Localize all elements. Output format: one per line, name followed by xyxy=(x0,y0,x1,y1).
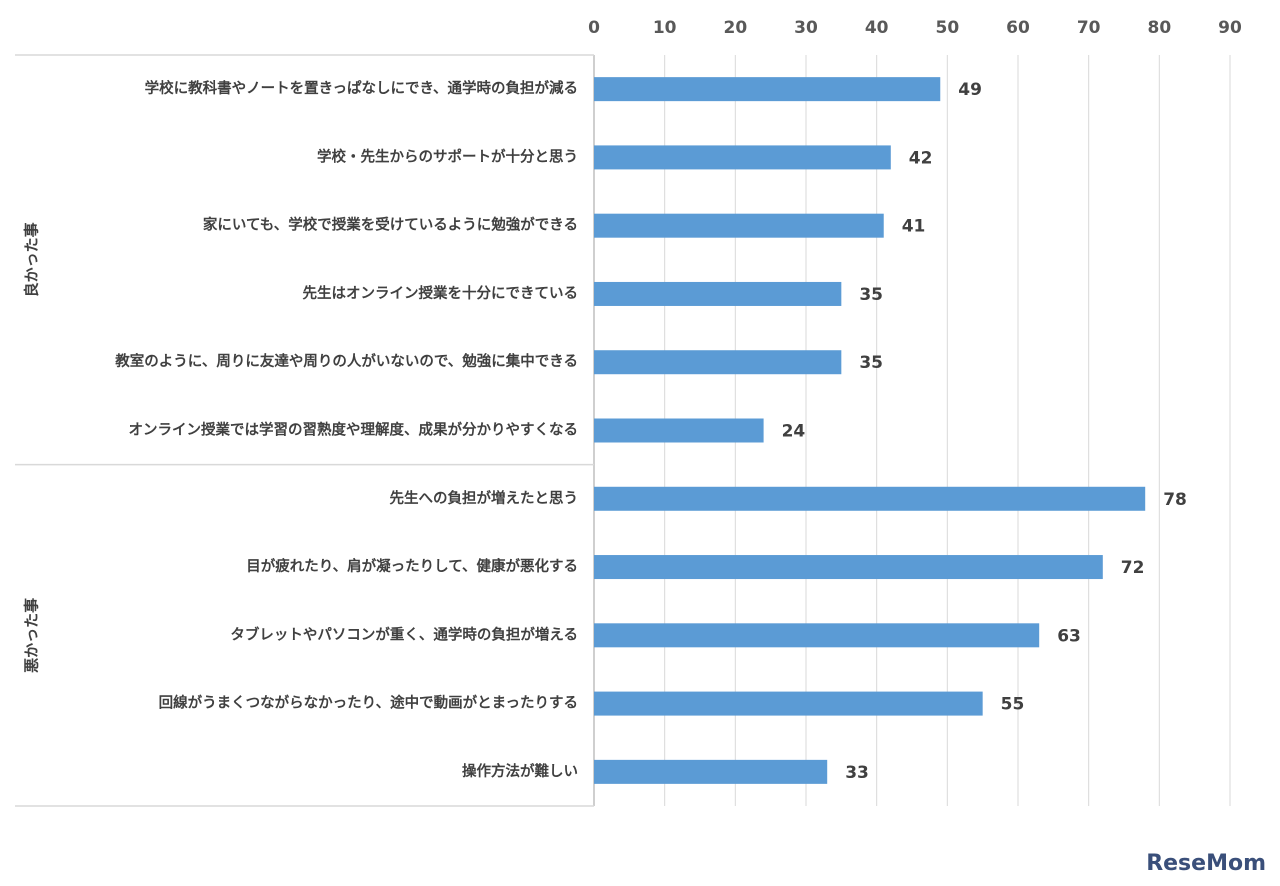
value-label: 49 xyxy=(958,80,982,100)
x-tick-label: 10 xyxy=(653,18,677,38)
value-label: 42 xyxy=(909,148,933,168)
category-label: オンライン授業では学習の習熟度や理解度、成果が分かりやすくなる xyxy=(129,421,579,439)
bar xyxy=(594,281,842,306)
bar xyxy=(594,555,1103,580)
value-label: 24 xyxy=(782,422,806,442)
x-tick-label: 50 xyxy=(935,18,959,38)
value-label: 35 xyxy=(859,285,883,305)
bar xyxy=(594,350,842,375)
value-label: 41 xyxy=(902,217,926,237)
category-label: 先生はオンライン授業を十分にできている xyxy=(303,284,579,302)
x-tick-label: 40 xyxy=(865,18,889,38)
bar xyxy=(594,145,891,170)
x-tick-label: 90 xyxy=(1218,18,1242,38)
category-label: 学校に教科書やノートを置きっぱなしにでき、通学時の負担が減る xyxy=(145,79,578,97)
category-label: タブレットやパソコンが重く、通学時の負担が増える xyxy=(230,625,578,643)
category-label: 操作方法が難しい xyxy=(462,762,578,780)
value-label: 55 xyxy=(1001,695,1025,715)
bar xyxy=(594,759,828,784)
category-label: 目が疲れたり、肩が凝ったりして、健康が悪化する xyxy=(246,557,578,575)
bar xyxy=(594,486,1146,511)
bar xyxy=(594,213,884,238)
category-label: 家にいても、学校で授業を受けているように勉強ができる xyxy=(203,216,578,234)
value-label: 72 xyxy=(1121,558,1145,578)
category-label: 学校・先生からのサポートが十分と思う xyxy=(317,147,578,165)
x-tick-label: 60 xyxy=(1006,18,1030,38)
value-label: 33 xyxy=(845,763,869,783)
category-label: 回線がうまくつながらなかったり、途中で動画がとまったりする xyxy=(159,694,578,712)
x-tick-label: 80 xyxy=(1147,18,1171,38)
group-label: 悪かった事 xyxy=(23,598,41,673)
watermark: ReseMom xyxy=(1146,851,1266,876)
group-label: 良かった事 xyxy=(23,222,41,297)
value-label: 63 xyxy=(1057,626,1081,646)
bar xyxy=(594,623,1040,648)
bar xyxy=(594,418,764,443)
category-label: 先生への負担が増えたと思う xyxy=(390,489,579,507)
value-label: 35 xyxy=(859,353,883,373)
value-label: 78 xyxy=(1163,490,1187,510)
x-tick-label: 30 xyxy=(794,18,818,38)
bar xyxy=(594,691,983,716)
x-tick-label: 0 xyxy=(588,18,600,38)
category-label: 教室のように、周りに友達や周りの人がいないので、勉強に集中できる xyxy=(114,352,578,370)
bar xyxy=(594,77,941,102)
x-tick-label: 70 xyxy=(1077,18,1101,38)
x-tick-label: 20 xyxy=(723,18,747,38)
